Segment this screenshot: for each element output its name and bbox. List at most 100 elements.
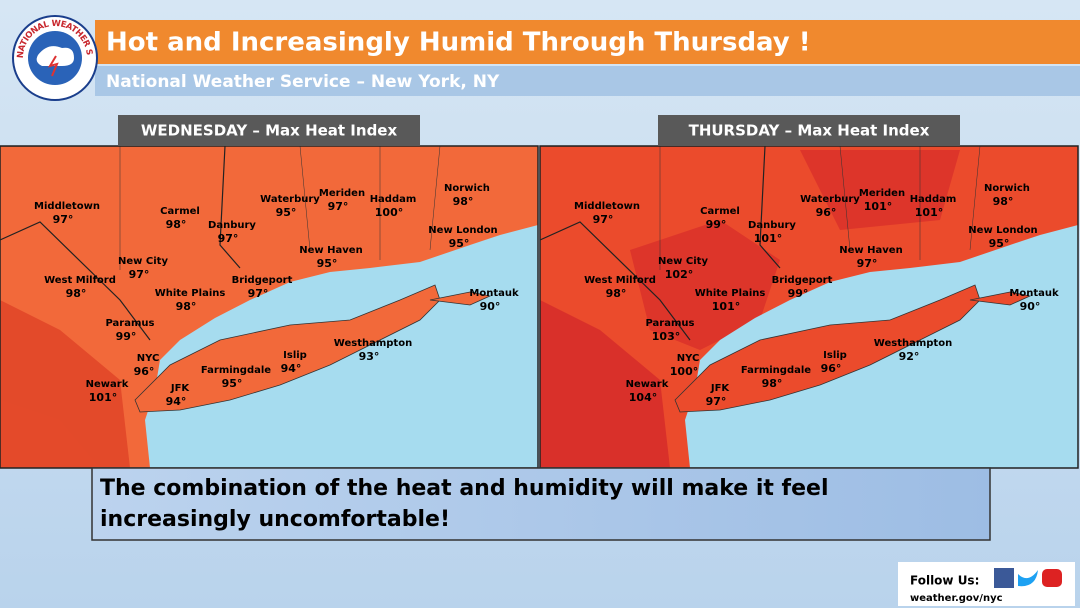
city-name: Islip [283,350,307,361]
city-name: Danbury [748,220,796,231]
url-text: weather.gov/nyc [910,593,1003,604]
twitter-icon[interactable] [1018,570,1038,587]
heat-index: 100° [375,206,403,219]
heat-index: 101° [915,206,943,219]
heat-index: 97° [857,257,878,270]
heat-index: 90° [480,300,501,313]
city-name: Newark [626,379,669,390]
heat-index: 98° [66,287,87,300]
heat-index: 95° [222,377,243,390]
map-content [540,146,1078,468]
city-name: New City [118,256,168,267]
message-line: The combination of the heat and humidity… [100,476,829,501]
heat-index: 95° [317,257,338,270]
city-name: Meriden [319,188,365,199]
city-name: West Milford [44,275,116,286]
hot-area [0,400,100,468]
city-name: New London [428,225,497,236]
heat-index: 98° [606,287,627,300]
city-name: Paramus [646,318,695,329]
heat-index: 96° [134,365,155,378]
subtitle: National Weather Service – New York, NY [106,72,500,92]
city-name: Bridgeport [232,275,293,286]
heat-index: 98° [453,195,474,208]
title: Hot and Increasingly Humid Through Thurs… [106,28,811,58]
hot-area [630,150,960,350]
city-name: JFK [170,383,191,394]
city-name: Middletown [574,201,640,212]
state-line [540,146,781,341]
heat-index: 97° [129,268,150,281]
heat-index: 101° [712,300,740,313]
title-bar [95,20,1080,64]
heat-index: 98° [176,300,197,313]
facebook-icon[interactable] [994,568,1014,588]
city-name: Paramus [106,318,155,329]
heat-index: 97° [53,213,74,226]
north-fork [969,291,1032,306]
panel-title-box [658,115,960,146]
message-line: increasingly uncomfortable! [100,507,450,532]
panel-title: WEDNESDAY – Max Heat Index [141,122,398,140]
city-name: Norwich [444,183,490,194]
city-name: West Milford [584,275,656,286]
heat-index: 96° [821,362,842,375]
city-name: New Haven [299,245,362,256]
heat-index: 95° [989,237,1010,250]
heat-index: 101° [864,200,892,213]
youtube-icon[interactable] [1042,569,1062,587]
heat-index: 104° [629,391,657,404]
heat-index: 96° [816,206,837,219]
city-name: NYC [137,353,160,364]
heat-index: 99° [706,218,727,231]
city-name: Westhampton [334,338,412,349]
city-name: Newark [86,379,129,390]
city-name: Haddam [910,194,957,205]
county-line [119,146,441,270]
city-name: Norwich [984,183,1030,194]
city-name: Haddam [370,194,417,205]
city-name: NYC [677,353,700,364]
heat-index: 102° [665,268,693,281]
city-name: New City [658,256,708,267]
county-line [659,146,981,270]
heat-index: 97° [218,232,239,245]
north-fork [429,291,492,306]
city-name: White Plains [155,288,226,299]
city-name: Farmingdale [741,365,811,376]
panel-title: THURSDAY – Max Heat Index [689,122,930,140]
follow-text: Follow Us: [910,574,979,588]
heat-index: 101° [89,391,117,404]
heat-index: 90° [1020,300,1041,313]
city-name: Islip [823,350,847,361]
city-name: JFK [710,383,731,394]
city-name: White Plains [695,288,766,299]
city-name: Westhampton [874,338,952,349]
heat-index: 94° [166,395,187,408]
panel-title-box [118,115,420,146]
city-name: Waterbury [800,194,860,205]
heat-index: 97° [328,200,349,213]
heat-index: 98° [166,218,187,231]
city-name: New Haven [839,245,902,256]
heat-index: 99° [116,330,137,343]
heat-index: 103° [652,330,680,343]
heat-index: 101° [754,232,782,245]
long-island [134,284,441,413]
city-name: Bridgeport [772,275,833,286]
city-name: Middletown [34,201,100,212]
heat-index: 95° [276,206,297,219]
subtitle-bar [95,66,1080,96]
heat-index: 97° [706,395,727,408]
city-name: Meriden [859,188,905,199]
city-name: Montauk [469,288,519,299]
city-name: Waterbury [260,194,320,205]
heat-index: 98° [993,195,1014,208]
heat-index: 98° [762,377,783,390]
city-name: Danbury [208,220,256,231]
heat-index: 93° [359,350,380,363]
city-name: Montauk [1009,288,1059,299]
map-content [0,146,538,468]
